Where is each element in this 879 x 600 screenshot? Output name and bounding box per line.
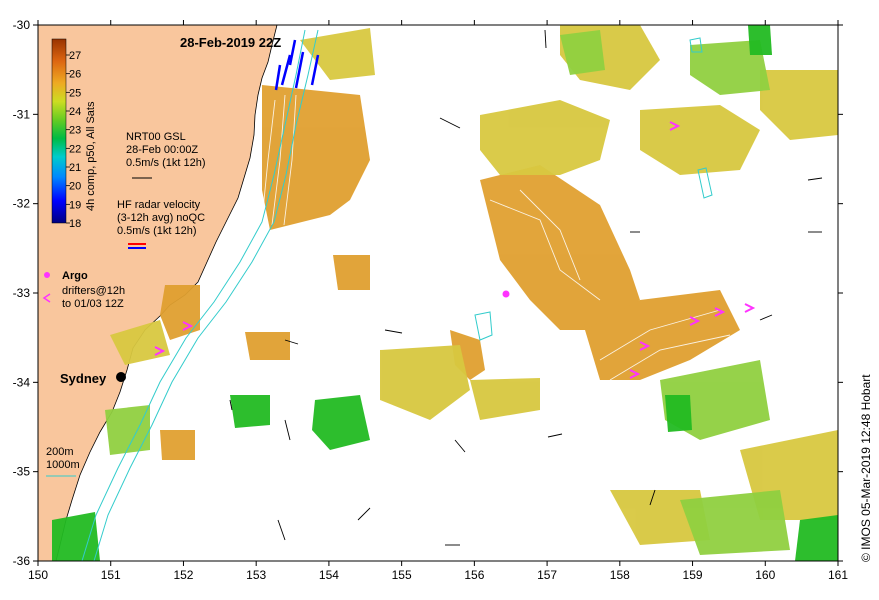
colorbar-tick-label: 21 [69,162,81,174]
radar-legend-line3: 0.5m/s (1kt 12h) [117,225,196,237]
drifter-legend-line2: to 01/03 12Z [62,298,124,310]
colorbar: 27 26 25 24 23 22 21 20 19 18 4h comp, p50, All S… [51,38,97,230]
argo-legend-symbol [44,272,50,278]
radar-legend: HF radar velocity (3-12h avg) noQC 0.5m/… [117,199,205,249]
argo-legend-label: Argo [62,270,88,282]
hf-radar-vectors [274,39,320,91]
gsl-current-vectors [229,29,823,546]
drifter-legend-line1: drifters@12h [62,285,125,297]
x-tick-label: 157 [537,568,557,582]
radar-legend-line1: HF radar velocity [117,199,201,211]
gsl-legend-line3: 0.5m/s (1kt 12h) [126,157,205,169]
x-tick-label: 156 [464,568,484,582]
y-tick-label: -30 [13,18,31,32]
x-tick-label: 160 [755,568,775,582]
sydney-marker [116,372,126,382]
credit-text: © IMOS 05-Mar-2019 12:48 Hobart [859,374,873,562]
x-tick-label: 158 [610,568,630,582]
colorbar-tick-label: 18 [69,218,81,230]
x-tick-label: 151 [101,568,121,582]
gsl-legend-line2: 28-Feb 00:00Z [126,144,198,156]
colorbar-tick-label: 22 [69,143,81,155]
gsl-legend-line1: NRT00 GSL [126,131,186,143]
colorbar-tick-label: 19 [69,199,81,211]
argo-float [502,290,510,298]
x-tick-label: 152 [173,568,193,582]
y-tick-label: -34 [13,375,31,389]
x-tick-label: 155 [392,568,412,582]
x-tick-label: 161 [828,568,848,582]
colorbar-tick-label: 24 [69,106,81,118]
y-tick-label: -31 [13,107,31,121]
colorbar-label: 4h comp, p50, All Sats [85,101,97,211]
drifter-legend-symbol [42,293,51,303]
map-title: 28-Feb-2019 22Z [180,35,281,50]
argo-legend: Argo drifters@12h to 01/03 12Z [42,270,125,310]
drifter-tracks [154,121,756,379]
radar-legend-line2: (3-12h avg) noQC [117,212,205,224]
y-axis: -30 -31 -32 -33 -34 -35 -36 [13,18,843,568]
colorbar-tick-label: 26 [69,69,81,81]
y-tick-label: -33 [13,286,31,300]
colorbar-tick-label: 23 [69,125,81,137]
colorbar-tick-label: 25 [69,87,81,99]
x-tick-label: 150 [28,568,48,582]
y-tick-label: -35 [13,465,31,479]
isobath-legend: 200m 1000m [46,446,80,477]
colorbar-scale [51,38,67,224]
x-tick-label: 153 [246,568,266,582]
colorbar-tick-label: 20 [69,181,81,193]
gsl-legend: NRT00 GSL 28-Feb 00:00Z 0.5m/s (1kt 12h) [126,131,205,179]
isobath-legend-200: 200m [46,446,74,458]
y-tick-label: -36 [13,554,31,568]
isobaths [81,29,713,561]
y-tick-label: -32 [13,197,31,211]
city-label-sydney: Sydney [60,371,107,386]
x-tick-label: 154 [319,568,339,582]
sst-contours [261,94,731,381]
x-axis: 150 151 152 153 154 155 156 157 158 159 160 161 [28,20,848,582]
isobath-legend-1000: 1000m [46,459,80,471]
x-tick-label: 159 [683,568,703,582]
colorbar-tick-label: 27 [69,50,81,62]
